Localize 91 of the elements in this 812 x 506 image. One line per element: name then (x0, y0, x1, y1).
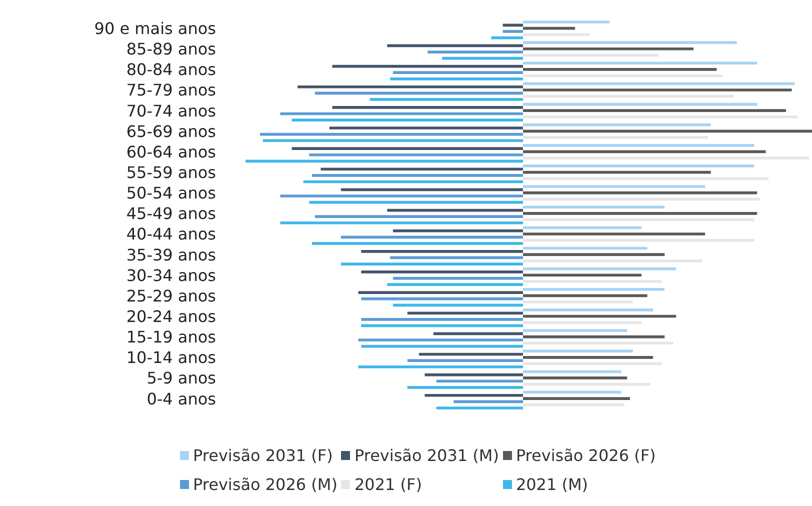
bar (329, 126, 523, 130)
bar (407, 386, 523, 389)
bar (361, 270, 523, 274)
bar (523, 47, 694, 50)
bar (312, 242, 523, 245)
bar (523, 274, 642, 277)
bar (523, 20, 610, 24)
bar (523, 253, 665, 256)
bar (390, 77, 523, 80)
y-tick-label: 30-34 anos (126, 266, 216, 285)
y-tick-label: 60-64 anos (126, 142, 216, 162)
bar (280, 194, 523, 198)
bar (292, 118, 523, 122)
y-tick-label: 80-84 anos (126, 60, 216, 80)
bar (407, 312, 523, 315)
bar (392, 229, 523, 232)
bar (523, 350, 633, 353)
bar (314, 92, 523, 95)
bar (361, 318, 523, 321)
bar (523, 397, 630, 400)
y-tick-label: 50-54 anos (126, 184, 216, 203)
bar (523, 88, 792, 92)
bar (523, 288, 665, 291)
bar (523, 41, 737, 44)
bar (407, 359, 523, 362)
bar (387, 283, 523, 286)
y-tick-label: 65-69 anos (126, 122, 216, 141)
bar (314, 215, 523, 218)
bar (523, 232, 706, 236)
bar (523, 376, 628, 380)
legend-label: Previsão 2031 (M) (354, 446, 499, 465)
bar (523, 335, 665, 338)
bar (523, 62, 758, 65)
bar (424, 394, 523, 397)
bar (523, 308, 654, 312)
y-tick-label: 85-89 anos (126, 40, 216, 59)
bar (523, 123, 711, 126)
bar (523, 206, 665, 209)
bar (523, 212, 758, 215)
y-tick-label: 45-49 anos (126, 204, 216, 224)
legend-label: 2021 (M) (516, 475, 588, 494)
y-tick-label: 40-44 anos (126, 224, 216, 244)
bar (523, 144, 754, 147)
bar (361, 250, 523, 253)
bar (361, 297, 523, 300)
bar (332, 106, 523, 109)
bar (523, 356, 654, 359)
bar (523, 164, 754, 168)
bar (436, 406, 523, 410)
y-tick-label: 55-59 anos (126, 163, 216, 182)
bar (442, 56, 523, 60)
bar (436, 380, 523, 383)
bar (262, 139, 523, 142)
bar (298, 85, 523, 88)
y-tick-label: 0-4 anos (146, 389, 216, 408)
bar (358, 291, 523, 294)
bar (392, 71, 523, 74)
y-tick-label: 5-9 anos (146, 368, 216, 388)
y-tick-label: 90 e mais anos (94, 19, 216, 38)
y-tick-label: 70-74 anos (126, 101, 216, 120)
bar (358, 365, 523, 368)
bar (340, 236, 523, 239)
bar (309, 153, 523, 156)
bar (292, 147, 523, 150)
y-tick-label: 15-19 anos (126, 328, 216, 347)
bar (523, 329, 628, 332)
legend-label: Previsão 2031 (F) (193, 446, 333, 465)
bar (523, 109, 786, 112)
bar (320, 168, 523, 171)
bar (523, 130, 812, 133)
bar (358, 338, 523, 342)
bar (340, 262, 523, 266)
bar (502, 24, 523, 27)
y-tick-label: 75-79 anos (126, 80, 216, 100)
legend-label: Previsão 2026 (M) (193, 475, 338, 494)
legend-label: 2021 (F) (354, 475, 422, 494)
y-tick-label: 20-24 anos (126, 307, 216, 326)
bar (523, 370, 622, 374)
y-tick-label: 10-14 anos (126, 348, 216, 368)
legend-label: Previsão 2026 (F) (516, 446, 656, 465)
bar (370, 98, 523, 101)
y-tick-label: 25-29 anos (126, 286, 216, 306)
bar (502, 30, 523, 33)
bar (392, 304, 523, 307)
y-tick-label: 35-39 anos (126, 245, 216, 264)
bar (280, 221, 523, 224)
bar (523, 191, 758, 194)
bar (523, 68, 717, 71)
bar (523, 185, 706, 188)
bar (428, 50, 523, 54)
bar (312, 174, 523, 177)
